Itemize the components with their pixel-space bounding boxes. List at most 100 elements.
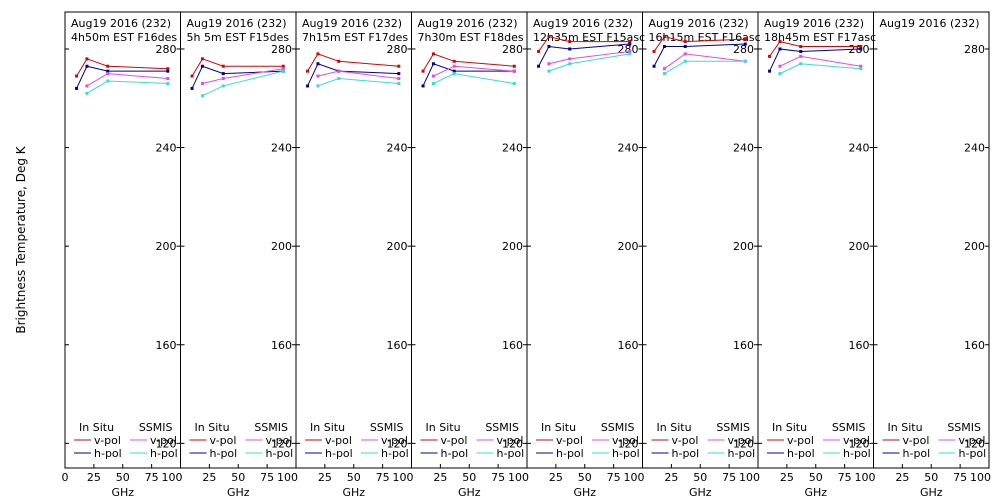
x-tick-label: 75 — [145, 471, 159, 484]
x-tick-label: 100 — [393, 471, 414, 484]
data-point — [778, 72, 782, 76]
data-point — [628, 49, 632, 53]
data-point — [421, 84, 425, 88]
y-tick-label: 280 — [733, 43, 754, 56]
panel-title-pass: 16h15m EST F16asc — [649, 31, 761, 44]
legend-label: h-pol — [903, 447, 931, 460]
data-point — [221, 72, 225, 76]
x-tick-label: 50 — [116, 471, 130, 484]
x-tick-label: 50 — [578, 471, 592, 484]
data-point — [397, 81, 401, 85]
data-point — [859, 67, 863, 71]
data-point — [683, 59, 687, 63]
y-tick-label: 160 — [502, 339, 523, 352]
series-line-in-situ-h-pol — [191, 65, 284, 89]
data-point — [452, 69, 456, 73]
panel-title-pass: 18h45m EST F17asc — [764, 31, 876, 44]
series-line-in-situ-h-pol — [422, 63, 515, 87]
legend-label: v-pol — [441, 434, 468, 447]
x-tick-label: 100 — [508, 471, 529, 484]
x-tick-label: 25 — [87, 471, 101, 484]
x-tick-label: 50 — [462, 471, 476, 484]
legend-label: h-pol — [497, 447, 525, 460]
series-line-in-situ-v-pol — [769, 41, 861, 57]
legend-label: h-pol — [325, 447, 353, 460]
legend-label: h-pol — [672, 447, 700, 460]
legend-label: v-pol — [497, 434, 524, 447]
panel-8: 120 160 200 240 280 25 50 75 100 GHz Aug19 2016 (2… — [873, 11, 991, 499]
data-point — [337, 59, 341, 63]
legend-label: h-pol — [381, 447, 409, 460]
data-point — [512, 69, 516, 73]
panel-2: 120 160 200 240 280 25 50 75 100 GHz Aug19 2016 (2… — [180, 11, 298, 499]
data-point — [628, 52, 632, 56]
data-point — [397, 77, 401, 81]
series-line-in-situ-h-pol — [653, 43, 746, 67]
data-point — [190, 74, 194, 78]
legend-label: h-pol — [843, 447, 871, 460]
data-point — [799, 62, 803, 66]
x-axis-label: GHz — [689, 486, 712, 499]
data-point — [568, 40, 572, 44]
data-point — [85, 91, 89, 95]
y-tick-label: 120 — [964, 437, 985, 450]
data-point — [431, 81, 435, 85]
data-point — [200, 64, 204, 68]
panel-title-date: Aug19 2016 (232) — [187, 17, 287, 30]
data-point — [537, 49, 541, 53]
panel-4: 120 160 200 240 280 25 50 75 100 GHz Aug19 2016 (2… — [411, 11, 529, 499]
data-point — [568, 57, 572, 61]
panel-title-date: Aug19 2016 (232) — [533, 17, 633, 30]
x-tick-label: 100 — [162, 471, 183, 484]
y-tick-label: 280 — [964, 43, 985, 56]
data-point — [306, 84, 310, 88]
legend-label: v-pol — [903, 434, 930, 447]
x-axis-label: GHz — [342, 486, 365, 499]
y-tick-label: 200 — [387, 240, 408, 253]
y-tick-label: 240 — [271, 142, 292, 155]
x-tick-label: 75 — [491, 471, 505, 484]
data-point — [859, 64, 863, 68]
data-point — [337, 69, 341, 73]
y-axis-label: Brightness Temperature, Deg K — [14, 145, 28, 333]
legend-insitu-title: In Situ — [541, 421, 576, 434]
data-point — [662, 35, 666, 39]
data-point — [547, 69, 551, 73]
y-tick-label: 200 — [156, 240, 177, 253]
panel-title-pass: 12h35m EST F15asc — [533, 31, 645, 44]
series-line-in-situ-h-pol — [769, 48, 861, 72]
data-point — [452, 59, 456, 63]
y-tick-label: 120 — [618, 437, 639, 450]
y-tick-label: 200 — [271, 240, 292, 253]
legend-insitu-title: In Situ — [888, 421, 923, 434]
data-point — [200, 94, 204, 98]
legend-label: v-pol — [612, 434, 639, 447]
legend-label: v-pol — [325, 434, 352, 447]
data-point — [683, 52, 687, 56]
data-point — [799, 45, 803, 49]
data-point — [106, 72, 110, 76]
data-point — [85, 64, 89, 68]
y-tick-label: 240 — [387, 142, 408, 155]
data-point — [200, 81, 204, 85]
legend-ssmis-title: SSMIS — [254, 421, 288, 434]
data-point — [431, 52, 435, 56]
data-point — [512, 64, 516, 68]
y-tick-label: 120 — [387, 437, 408, 450]
series-line-in-situ-v-pol — [76, 58, 168, 77]
x-tick-label: 100 — [855, 471, 876, 484]
panel-title-date: Aug19 2016 (232) — [71, 17, 171, 30]
data-point — [166, 77, 170, 81]
y-tick-label: 120 — [502, 437, 523, 450]
y-tick-label: 280 — [271, 43, 292, 56]
y-tick-label: 240 — [733, 142, 754, 155]
data-point — [316, 84, 320, 88]
data-point — [628, 42, 632, 46]
y-tick-label: 160 — [618, 339, 639, 352]
panel-title-pass: 5h 5m EST F15des — [187, 31, 290, 44]
series-line-in-situ-h-pol — [307, 63, 399, 87]
data-point — [337, 77, 341, 81]
data-point — [431, 74, 435, 78]
